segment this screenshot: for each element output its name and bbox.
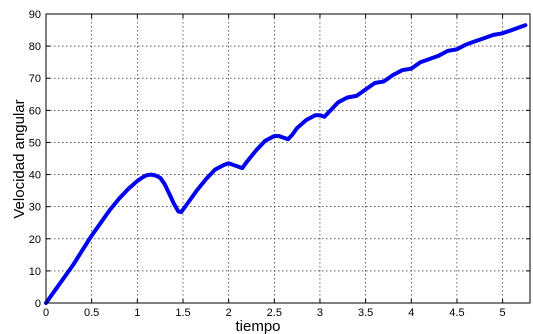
data-point [446, 49, 450, 53]
data-point [172, 201, 176, 206]
y-tick-labels: 0 10 20 30 40 50 60 70 80 90 [29, 9, 41, 310]
data-point [108, 208, 112, 212]
x-tick-label: 0.5 [84, 307, 99, 319]
y-tick-label: 80 [29, 41, 41, 53]
y-tick-label: 0 [35, 298, 41, 310]
data-point [418, 60, 422, 64]
x-tick-label: 1 [134, 307, 140, 319]
y-tick-label: 50 [29, 137, 41, 149]
data-point [236, 164, 240, 169]
data-point [176, 209, 180, 214]
data-point [391, 73, 395, 77]
tick-marks [45, 13, 530, 304]
data-point [427, 57, 432, 61]
data-point [345, 95, 349, 100]
data-point [313, 113, 317, 117]
data-point [204, 177, 208, 181]
data-point [195, 189, 199, 193]
data-point [80, 248, 85, 252]
data-point [71, 262, 75, 267]
data-point [304, 118, 308, 122]
y-tick-label: 30 [29, 202, 41, 214]
data-point [510, 28, 514, 32]
x-tick-label: 1.5 [175, 307, 190, 319]
data-point [263, 139, 267, 143]
data-point [523, 23, 528, 27]
grid-lines [46, 14, 530, 303]
data-point [437, 54, 441, 58]
data-point [322, 115, 327, 119]
x-tick-labels: 0 0.5 1 1.5 2 2.5 3 3.5 4 4.5 5 [43, 307, 506, 319]
data-point [336, 100, 340, 104]
plot-background [46, 14, 530, 303]
data-point [213, 168, 217, 172]
y-axis-title: Velocidad angular [11, 99, 28, 218]
x-tick-label: 5 [500, 307, 506, 319]
data-point [464, 42, 468, 47]
data-point [227, 161, 231, 165]
x-tick-label: 2 [226, 307, 232, 319]
data-point [519, 25, 523, 29]
data-point [222, 163, 226, 167]
data-point [281, 136, 285, 140]
data-point [126, 187, 130, 191]
data-point [277, 134, 281, 138]
data-point [240, 166, 244, 170]
data-point [158, 176, 162, 180]
data-point [53, 288, 57, 292]
x-tick-label: 2.5 [267, 307, 282, 319]
y-tick-label: 40 [29, 170, 41, 182]
data-point [140, 176, 144, 180]
data-point [482, 36, 486, 40]
data-point [272, 134, 276, 138]
data-point [185, 201, 190, 206]
data-point [501, 31, 505, 35]
data-point [144, 173, 149, 177]
data-point [409, 67, 413, 71]
x-tick-label: 3.5 [358, 307, 373, 319]
data-point [491, 33, 496, 37]
x-axis-title: tiempo [235, 318, 280, 334]
data-point [135, 179, 139, 183]
y-tick-label: 70 [29, 73, 41, 85]
data-point [90, 234, 94, 238]
data-point [318, 113, 322, 117]
y-tick-label: 10 [29, 266, 41, 278]
data-point [245, 160, 249, 164]
data-point [400, 68, 404, 72]
data-point [327, 110, 331, 114]
data-point [167, 192, 171, 196]
y-tick-label: 60 [29, 105, 41, 117]
data-point [364, 87, 368, 92]
data-point [286, 137, 290, 141]
x-tick-label: 4 [408, 307, 414, 319]
data-point [154, 173, 158, 178]
x-tick-label: 4.5 [449, 307, 464, 319]
data-point [117, 197, 121, 201]
data-point [455, 47, 459, 51]
data-point [179, 210, 183, 214]
data-point [149, 173, 153, 177]
series-layer [44, 23, 528, 305]
y-tick-label: 20 [29, 234, 41, 246]
plot-frame [45, 13, 531, 304]
y-tick-label: 90 [29, 9, 41, 21]
data-point [291, 132, 295, 136]
data-point [295, 126, 299, 130]
data-point [473, 39, 477, 43]
data-point [163, 182, 167, 186]
data-point [354, 94, 359, 98]
data-point [231, 163, 235, 167]
data-point [99, 221, 103, 225]
data-point [254, 148, 258, 153]
x-tick-label: 0 [43, 307, 49, 319]
data-point [382, 79, 386, 83]
x-tick-label: 3 [317, 307, 323, 319]
data-point [62, 275, 66, 279]
data-point [373, 81, 377, 85]
